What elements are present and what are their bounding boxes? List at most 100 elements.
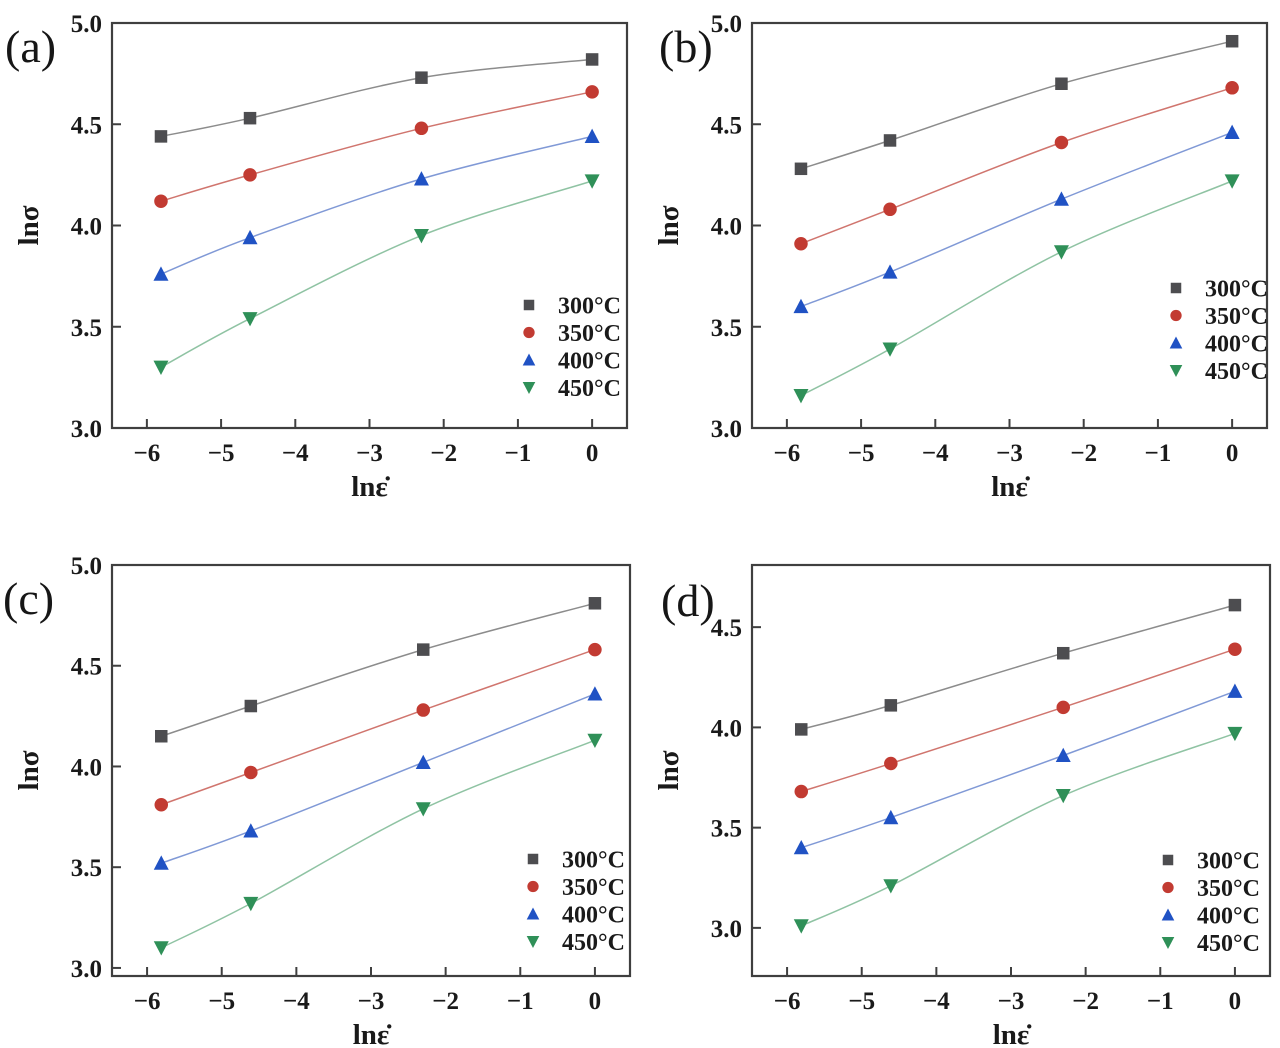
triangle-up-marker [522,353,536,366]
x-axis: −6 −5 −4 −3 −2 −1 0 lnε̇ [774,419,1239,503]
triangle-up-marker [1169,336,1183,349]
triangle-down-marker [153,941,169,956]
triangle-up-marker [415,754,431,770]
triangle-down-marker [1169,364,1183,378]
y-axis-title: lnσ [13,750,45,790]
triangle-down-marker [526,935,540,949]
y-tick-label: 5.0 [711,11,742,38]
circle-marker [1054,135,1069,150]
x-tick-label: 0 [586,440,599,467]
panel-a: (a) −6 −5 −4 −3 −2 −1 0 lnε̇ 3.0 3.5 4.0 4.5 5.0 lnσ 3… [0,0,640,520]
x-tick-label: −3 [358,988,385,1015]
panel-c: (c) −6 −5 −4 −3 −2 −1 0 lnε̇ 3.0 3.5 4.0 4.5 5.0 lnσ 3… [0,520,640,1048]
x-tick-label: −1 [505,440,532,467]
x-axis: −6 −5 −4 −3 −2 −1 0 lnε̇ [774,967,1241,1048]
y-tick-label: 4.5 [71,112,102,139]
y-tick-label: 4.0 [711,715,742,742]
circle-marker [883,202,897,217]
triangle-down-marker [522,381,536,395]
circle-marker [523,326,535,339]
circle-marker [1228,642,1242,656]
plot-frame [110,21,629,430]
triangle-up-marker [526,907,540,920]
x-tick-label: −5 [848,988,875,1015]
legend-label: 350°C [1197,876,1260,902]
legend-label: 350°C [562,875,625,901]
x-tick-label: −4 [922,440,949,467]
series-350°C [154,85,599,208]
x-tick-label: −6 [134,440,161,467]
triangle-down-marker [1161,936,1175,950]
y-tick-label: 3.0 [71,956,102,983]
circle-marker [414,121,429,136]
chart-a: −6 −5 −4 −3 −2 −1 0 lnε̇ 3.0 3.5 4.0 4.5 5.0 lnσ 300°C… [13,11,629,503]
y-tick-label: 3.0 [711,916,742,943]
plot-frame [750,21,1269,430]
legend-label: 450°C [1205,359,1268,385]
x-tick-label: −6 [774,440,801,467]
square-marker [244,699,258,713]
y-axis: 3.0 3.5 4.0 4.5 5.0 lnσ [653,11,761,443]
x-tick-label: −5 [848,440,875,467]
square-marker [415,71,428,84]
triangle-down-marker [793,389,809,404]
x-tick-label: −4 [923,988,950,1015]
triangle-up-marker [1227,683,1243,698]
legend-label: 300°C [558,294,621,320]
y-tick-label: 3.5 [711,315,742,342]
series-300°C [794,34,1239,176]
triangle-up-marker [1053,191,1069,206]
y-tick-label: 5.0 [71,553,102,580]
x-axis-title: lnε̇ [991,471,1031,503]
triangle-down-marker [883,879,899,894]
triangle-down-marker [1055,788,1071,804]
square-marker [884,699,898,712]
triangle-up-marker [153,266,169,281]
x-tick-label: −5 [208,440,235,467]
triangle-down-marker [243,896,259,912]
x-tick-label: 0 [1226,440,1239,467]
x-tick-label: −4 [282,440,309,467]
x-tick-label: −5 [208,988,235,1015]
series-400°C [153,128,600,281]
x-axis-title: lnε̇ [993,1019,1033,1048]
legend-label: 400°C [558,349,621,375]
circle-marker [243,168,257,182]
y-tick-label: 4.0 [71,214,102,241]
square-marker [795,723,808,736]
circle-marker [154,798,169,812]
circle-marker [585,85,599,99]
square-marker [1055,77,1068,90]
circle-marker [1225,81,1239,95]
circle-marker [527,880,539,893]
panel-a-label: (a) [5,21,57,72]
square-marker [523,299,535,311]
square-marker [794,162,808,176]
y-axis-title: lnσ [653,750,685,790]
circle-marker [416,703,430,717]
triangle-down-marker [584,174,600,189]
legend-label: 400°C [1205,332,1268,358]
triangle-down-marker [242,312,258,327]
legend-label: 350°C [558,321,621,347]
circle-marker [154,194,168,208]
chart-d: −6 −5 −4 −3 −2 −1 0 lnε̇ 3.0 3.5 4.0 4.5 lnσ 300°C350… [653,563,1272,1048]
circle-marker [1056,700,1070,715]
chart-b: −6 −5 −4 −3 −2 −1 0 lnε̇ 3.0 3.5 4.0 4.5 5.0 lnσ 300°C… [653,11,1269,503]
circle-marker [1162,881,1174,894]
legend-label: 450°C [1197,931,1260,957]
series-450°C [153,174,600,375]
x-axis: −6 −5 −4 −3 −2 −1 0 lnε̇ [134,419,599,503]
triangle-up-marker [584,128,600,143]
series-450°C [793,174,1240,404]
y-tick-label: 4.5 [711,112,742,139]
square-marker [1228,598,1242,612]
panel-d: (d) −6 −5 −4 −3 −2 −1 0 lnε̇ 3.0 3.5 4.0 4.5 lnσ 300°… [640,520,1280,1048]
y-tick-label: 3.0 [711,416,742,443]
y-tick-label: 4.0 [711,214,742,241]
series-300°C [795,598,1242,736]
triangle-down-marker [1224,174,1240,189]
legend-label: 450°C [558,376,621,402]
